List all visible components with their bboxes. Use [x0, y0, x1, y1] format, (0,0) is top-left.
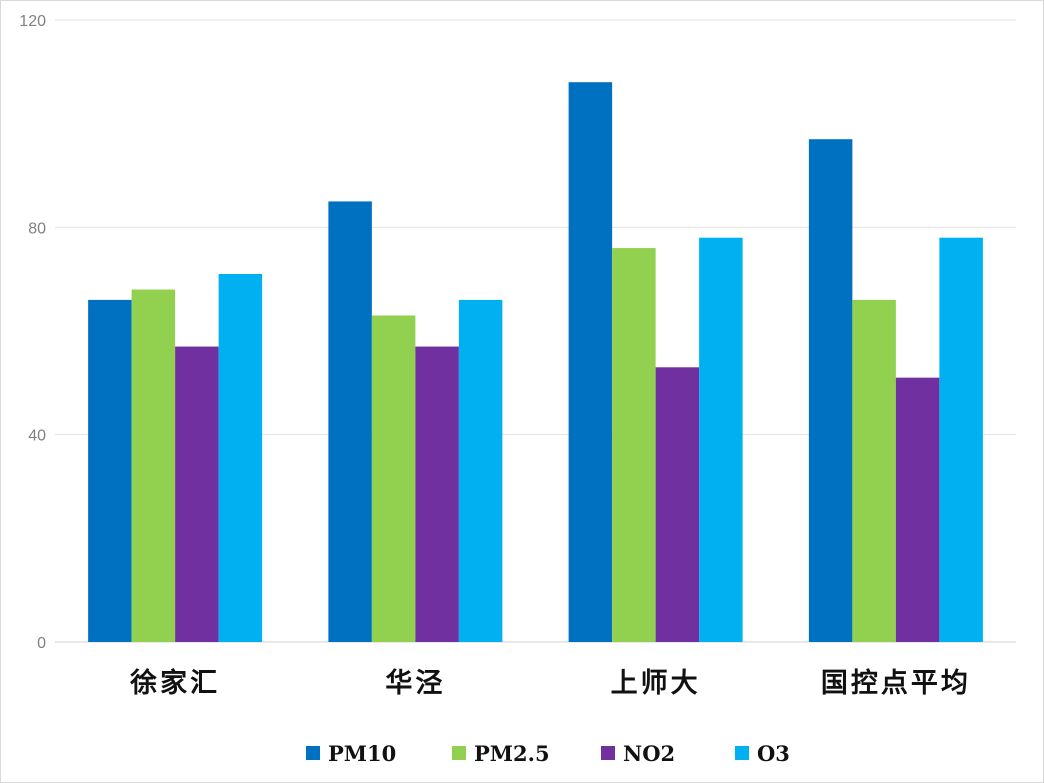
bar-pm25	[371, 315, 416, 642]
bar-no2	[415, 346, 459, 642]
y-tick-label: 40	[28, 428, 46, 445]
legend-swatch	[735, 746, 749, 760]
bar-pm10	[328, 201, 372, 642]
legend-label: O3	[757, 741, 790, 766]
bar-o3	[939, 237, 983, 642]
bar-pm10	[568, 82, 613, 642]
legend-swatch	[452, 746, 466, 760]
bar-no2	[655, 367, 700, 642]
bar-o3	[699, 237, 743, 642]
legend-label: NO2	[623, 741, 675, 766]
x-category-label: 国控点平均	[821, 668, 971, 699]
bar-pm25	[852, 299, 896, 642]
bar-o3	[218, 273, 263, 642]
x-category-label: 上师大	[611, 668, 701, 699]
bar-pm25	[612, 248, 656, 643]
y-tick-label: 80	[28, 220, 46, 237]
y-tick-label: 0	[37, 635, 46, 652]
bar-no2	[895, 377, 940, 642]
x-category-label: 华泾	[385, 667, 445, 699]
legend-swatch	[601, 746, 615, 760]
bar-o3	[458, 299, 503, 642]
legend-swatch	[306, 746, 320, 760]
legend-label: PM2.5	[474, 741, 550, 766]
y-tick-label: 120	[19, 13, 46, 30]
bar-pm10	[808, 139, 853, 642]
x-category-label: 徐家汇	[129, 667, 220, 699]
legend-label: PM10	[328, 741, 396, 766]
bar-pm10	[88, 299, 132, 642]
bar-no2	[175, 346, 219, 642]
bar-pm25	[131, 289, 176, 642]
